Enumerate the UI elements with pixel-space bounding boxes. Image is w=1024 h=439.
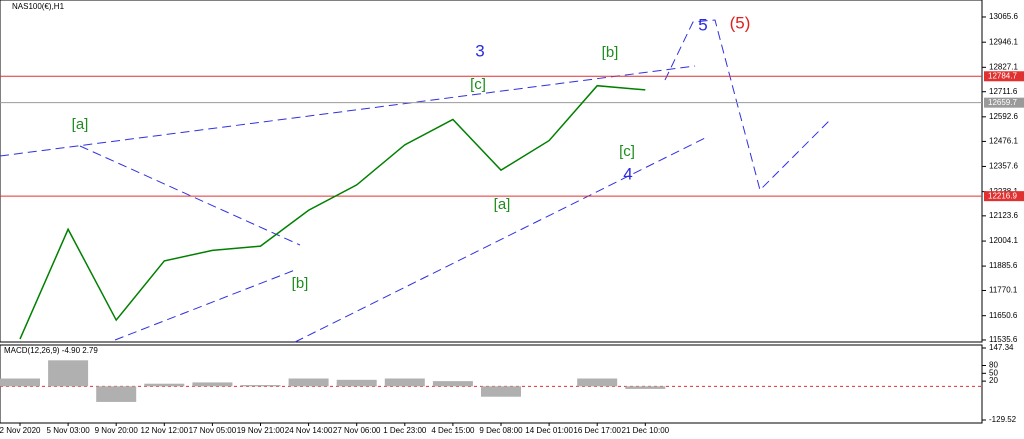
price-label-bg: [984, 97, 1024, 108]
x-tick-label: 4 Dec 15:00: [431, 426, 475, 435]
macd-bar: [144, 383, 185, 387]
y-tick-label: 12004.1: [989, 236, 1018, 245]
y-tick-label: 12357.6: [989, 162, 1018, 171]
projection: [664, 19, 831, 191]
price-label: 12216.9: [988, 191, 1017, 200]
macd-bar: [481, 386, 521, 397]
wave-label: 5: [698, 15, 707, 34]
macd-bar: [625, 386, 666, 389]
main-panel: [0, 0, 983, 343]
macd-bar: [240, 385, 281, 387]
x-tick-label: 12 Nov 12:00: [141, 426, 189, 435]
wave-label: [c]: [470, 76, 486, 93]
macd-bar: [384, 378, 425, 387]
price-label-bg: [984, 191, 1024, 202]
wave-label: [a]: [72, 116, 89, 133]
macd-title: MACD(12,26,9) -4.90 2.79: [4, 346, 98, 355]
x-tick-label: 17 Nov 05:00: [189, 426, 237, 435]
x-tick-label: 14 Dec 01:00: [525, 426, 573, 435]
macd-bar: [0, 378, 40, 387]
macd-tick-label: 50: [989, 368, 998, 377]
chart-title: NAS100(€),H1: [12, 2, 65, 11]
macd-bar: [336, 379, 377, 387]
y-tick-label: 12827.1: [989, 62, 1018, 71]
y-tick-label: 12711.6: [989, 87, 1018, 96]
x-tick-label: 9 Nov 20:00: [95, 426, 139, 435]
wave-label: 3: [475, 41, 484, 60]
y-tick-label: 11650.6: [989, 311, 1018, 320]
y-tick-label: 12476.1: [989, 137, 1018, 146]
wave-label: [b]: [602, 44, 619, 61]
x-tick-label: 16 Dec 17:00: [573, 426, 621, 435]
macd-tick-label: -129.52: [989, 415, 1017, 424]
macd-tick-label: 20: [989, 376, 998, 385]
x-tick-label: 19 Nov 21:00: [237, 426, 285, 435]
x-tick-label: 5 Nov 03:00: [47, 426, 91, 435]
price-label-bg: [984, 71, 1024, 82]
x-tick-label: 1 Dec 23:00: [383, 426, 427, 435]
price-line-series: [19, 84, 646, 340]
y-tick-label: 12592.6: [989, 112, 1018, 121]
y-tick-label: 11770.1: [989, 286, 1018, 295]
x-tick-label: 24 Nov 14:00: [285, 426, 333, 435]
macd-bar: [48, 360, 89, 387]
trendline: [79, 145, 301, 246]
y-tick-label: 12123.6: [989, 211, 1018, 220]
wave-lines: [0, 19, 831, 343]
x-tick-label: 21 Dec 10:00: [622, 426, 670, 435]
y-tick-label: 11535.6: [989, 335, 1018, 344]
wave-label: [b]: [292, 275, 309, 292]
x-tick-label: 9 Dec 08:00: [479, 426, 523, 435]
wave-label: (5): [730, 13, 751, 32]
trendline: [0, 65, 696, 157]
price-label: 12784.7: [988, 71, 1017, 80]
macd-tick-label: 147.34: [989, 343, 1014, 352]
macd-bar: [577, 378, 618, 387]
wave-label: [c]: [619, 143, 635, 160]
price-label: 12659.7: [988, 98, 1017, 107]
macd-tick-label: 80: [989, 361, 998, 370]
macd-bar: [432, 381, 473, 387]
x-tick-label: 2 Nov 2020: [0, 426, 41, 435]
x-tick-label: 27 Nov 06:00: [333, 426, 381, 435]
y-tick-label: 11885.6: [989, 261, 1018, 270]
y-tick-label: 13065.6: [989, 12, 1018, 21]
trendline: [114, 269, 296, 341]
macd-bar: [96, 386, 137, 402]
y-tick-label: 12946.1: [989, 37, 1018, 46]
macd-bar: [288, 378, 329, 387]
macd-bar: [192, 382, 233, 387]
trendline: [294, 137, 706, 343]
wave-label: [a]: [494, 196, 511, 213]
wave-label: 4: [623, 164, 632, 183]
